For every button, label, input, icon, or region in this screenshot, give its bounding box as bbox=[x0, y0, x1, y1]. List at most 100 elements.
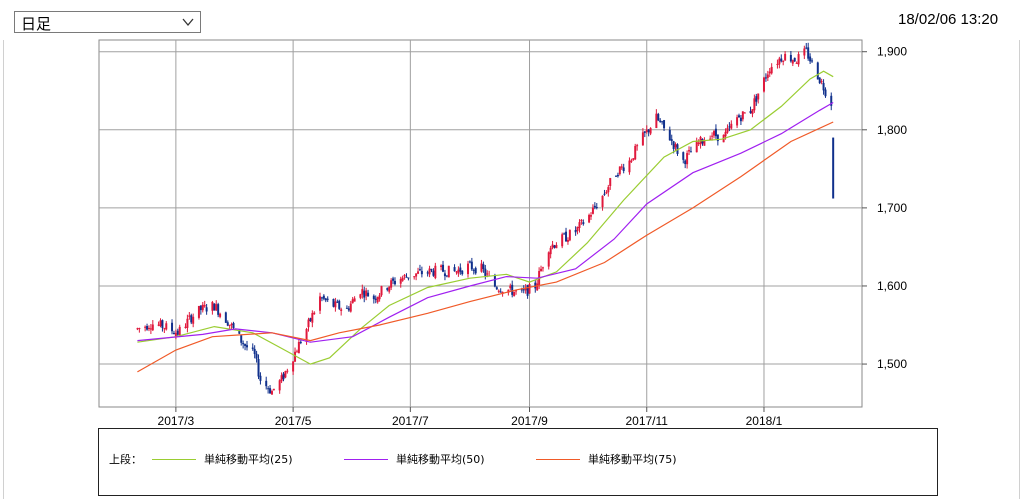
legend-title: 上段： bbox=[109, 453, 142, 466]
candle-body bbox=[780, 58, 783, 62]
candle-body bbox=[472, 269, 475, 271]
candle-body bbox=[822, 82, 825, 91]
candle-body bbox=[515, 290, 518, 292]
candle-body bbox=[286, 370, 289, 372]
candle-body bbox=[326, 298, 329, 300]
period-select-value: 日足 bbox=[21, 15, 52, 33]
candle-body bbox=[547, 252, 550, 267]
candle-body bbox=[161, 320, 164, 328]
candle-body bbox=[165, 323, 168, 330]
candle-body bbox=[591, 207, 594, 214]
candle-body bbox=[551, 244, 554, 248]
candle-body bbox=[484, 268, 487, 276]
candle-body bbox=[755, 96, 758, 102]
candle-body bbox=[636, 145, 639, 147]
candle-body bbox=[159, 320, 162, 327]
candle-body bbox=[620, 166, 623, 168]
y-tick-label: 1,600 bbox=[877, 279, 907, 293]
candle-body bbox=[784, 53, 787, 61]
candle-body bbox=[228, 324, 231, 326]
candle-body bbox=[739, 117, 742, 122]
candle-body bbox=[447, 265, 450, 278]
candle-body bbox=[267, 388, 270, 390]
candle-body bbox=[403, 274, 406, 277]
candle-body bbox=[313, 312, 316, 315]
candle-body bbox=[178, 326, 181, 336]
candle-body bbox=[561, 234, 564, 247]
candle-body bbox=[764, 77, 767, 79]
candle-body bbox=[511, 284, 514, 295]
candle-body bbox=[803, 48, 806, 56]
candle-body bbox=[805, 47, 808, 49]
candle-body bbox=[762, 77, 765, 92]
candle-body bbox=[338, 300, 341, 309]
candle-body bbox=[244, 344, 247, 346]
candle-body bbox=[795, 62, 798, 64]
candle-body bbox=[661, 121, 664, 123]
y-tick-label: 1,700 bbox=[877, 201, 907, 215]
candle-body bbox=[793, 57, 796, 62]
candle-body bbox=[309, 318, 312, 321]
candle-body bbox=[728, 126, 731, 128]
candle-body bbox=[292, 361, 295, 372]
ma-line-sma75 bbox=[137, 121, 834, 373]
candle-body bbox=[213, 303, 216, 311]
candle-body bbox=[528, 284, 531, 294]
candle-body bbox=[434, 265, 437, 279]
candle-body bbox=[297, 342, 300, 354]
candle-body bbox=[417, 271, 420, 274]
chevron-down-icon bbox=[182, 18, 194, 27]
window-left-border bbox=[3, 40, 4, 499]
candle-body bbox=[272, 388, 275, 390]
candle-body bbox=[269, 388, 272, 394]
candle-body bbox=[440, 265, 443, 268]
candle-body bbox=[172, 332, 175, 335]
candle-body bbox=[768, 71, 771, 74]
candle-body bbox=[590, 215, 593, 217]
candle-body bbox=[324, 298, 327, 301]
candle-body bbox=[688, 150, 691, 152]
candle-body bbox=[322, 295, 325, 299]
candle-body bbox=[553, 245, 556, 248]
candle-body bbox=[524, 287, 527, 291]
candle-body bbox=[432, 270, 435, 276]
candle-body bbox=[138, 328, 141, 330]
candle-body bbox=[199, 305, 202, 311]
candle-body bbox=[146, 326, 149, 330]
candle-body bbox=[467, 263, 470, 275]
period-select[interactable]: 日足 bbox=[14, 11, 201, 33]
candle-body bbox=[568, 230, 571, 241]
candle-body bbox=[549, 247, 552, 255]
candle-body bbox=[641, 132, 644, 146]
candle-body bbox=[749, 111, 752, 114]
candle-body bbox=[345, 307, 348, 309]
candle-body bbox=[224, 312, 227, 323]
candle-body bbox=[295, 351, 298, 353]
candle-body bbox=[582, 222, 585, 225]
candle-body bbox=[278, 380, 281, 391]
candle-body bbox=[655, 113, 658, 129]
candle-body bbox=[405, 276, 408, 278]
candle-body bbox=[520, 289, 523, 291]
candle-body bbox=[461, 270, 464, 275]
candle-body bbox=[171, 322, 174, 332]
legend-swatch-sma25 bbox=[152, 458, 196, 460]
candle-body bbox=[818, 77, 821, 84]
candle-body bbox=[230, 324, 233, 326]
candle-body bbox=[736, 117, 739, 126]
legend-label-sma25: 単純移動平均(25) bbox=[204, 453, 293, 466]
candle-body bbox=[226, 322, 229, 326]
candle-body bbox=[495, 287, 498, 290]
candle-body bbox=[670, 139, 673, 142]
candle-body bbox=[703, 140, 706, 146]
candle-body bbox=[566, 239, 569, 242]
candle-body bbox=[257, 358, 260, 377]
candle-body bbox=[393, 280, 396, 285]
candle-body bbox=[513, 291, 516, 297]
legend-item-sma50: 単純移動平均(50) bbox=[344, 451, 485, 467]
candle-body bbox=[390, 280, 393, 288]
ma-line-sma25 bbox=[137, 70, 834, 365]
candle-body bbox=[413, 276, 416, 278]
legend-item-sma25: 単純移動平均(25) bbox=[152, 451, 293, 467]
candle-body bbox=[453, 267, 456, 272]
